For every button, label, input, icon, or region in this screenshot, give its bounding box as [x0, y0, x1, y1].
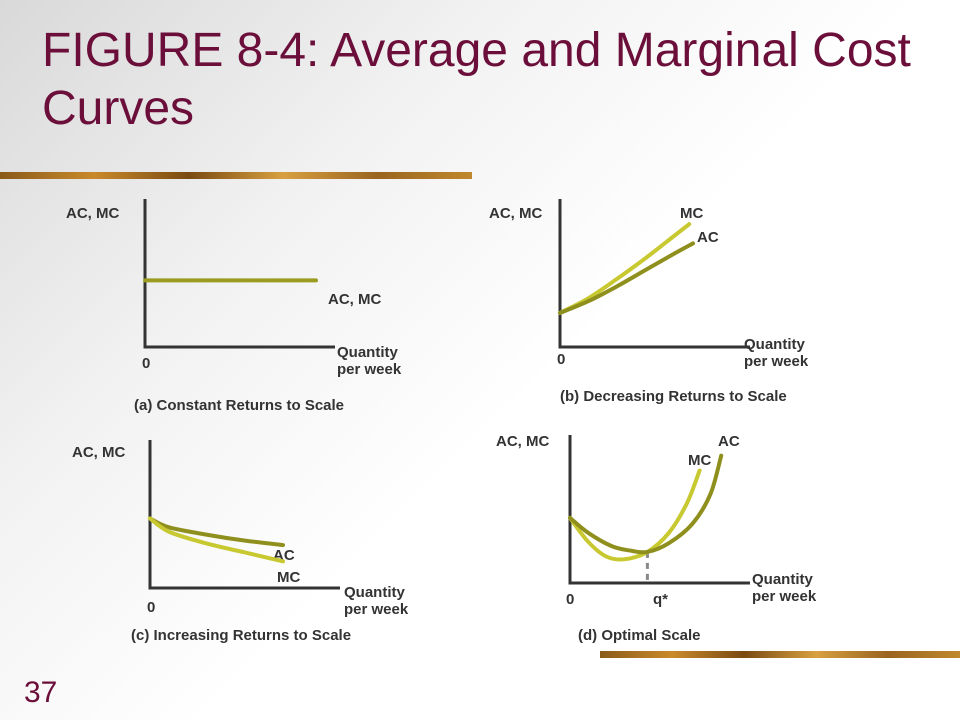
series-label-mc-panel-2: MC — [680, 205, 703, 222]
origin-label-panel-1: 0 — [142, 355, 150, 372]
curve-ac-panel-4 — [568, 453, 724, 555]
x-axis-label-line1-panel-1: Quantity — [337, 344, 398, 361]
series-label-ac-panel-4: AC — [718, 433, 740, 450]
x-axis-label-line2-panel-3: per week — [344, 601, 409, 618]
y-axis-label-panel-3: AC, MC — [72, 444, 125, 461]
decorative-bar-top — [0, 172, 472, 179]
axes-panel-1 — [143, 199, 335, 349]
x-axis-label-line2-panel-1: per week — [337, 361, 402, 378]
slide-number: 37 — [24, 676, 58, 709]
curve-ac-panel-2 — [558, 241, 695, 315]
caption-panel-3: (c) Increasing Returns to Scale — [131, 627, 351, 644]
curve-ac-panel-3 — [148, 516, 285, 548]
series-label-ac-mc-panel-1: AC, MC — [328, 291, 381, 308]
q-star-label: q* — [653, 591, 668, 608]
origin-label-panel-4: 0 — [566, 591, 574, 608]
curve-mc-panel-4 — [568, 468, 702, 562]
origin-label-panel-3: 0 — [147, 599, 155, 616]
y-axis-label-panel-4: AC, MC — [496, 433, 549, 450]
page-title: FIGURE 8-4: Average and Marginal Cost Cu… — [42, 24, 911, 135]
axes-panel-4 — [568, 435, 750, 585]
x-axis-label-line2-panel-2: per week — [744, 353, 809, 370]
x-axis-label-line1-panel-2: Quantity — [744, 336, 805, 353]
origin-label-panel-2: 0 — [557, 351, 565, 368]
series-label-ac-panel-2: AC — [697, 229, 719, 246]
series-label-mc-panel-3: MC — [277, 569, 300, 586]
x-axis-label-line1-panel-3: Quantity — [344, 584, 405, 601]
axes-panel-2 — [558, 199, 750, 349]
x-axis-label-line2-panel-4: per week — [752, 588, 817, 605]
curve-mc-panel-2 — [558, 222, 692, 315]
series-label-mc-panel-4: MC — [688, 452, 711, 469]
caption-panel-4: (d) Optimal Scale — [578, 627, 701, 644]
y-axis-label-panel-2: AC, MC — [489, 205, 542, 222]
axes-panel-3 — [148, 440, 340, 590]
caption-panel-1: (a) Constant Returns to Scale — [134, 397, 344, 414]
caption-panel-2: (b) Decreasing Returns to Scale — [560, 388, 787, 405]
curve-mc-panel-3 — [148, 516, 285, 564]
y-axis-label-panel-1: AC, MC — [66, 205, 119, 222]
x-axis-label-line1-panel-4: Quantity — [752, 571, 813, 588]
decorative-bar-bottom — [600, 651, 960, 658]
